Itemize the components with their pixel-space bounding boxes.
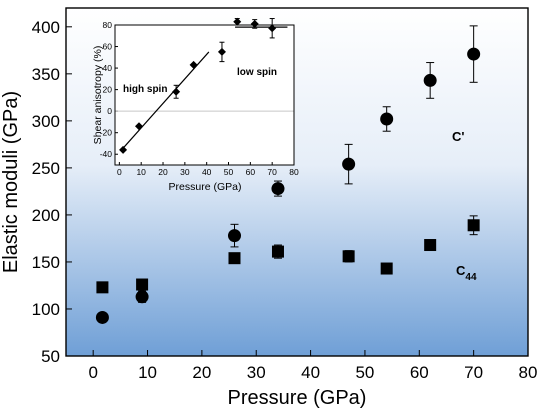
x-tick-label: 20: [192, 363, 211, 382]
point-c: [380, 112, 394, 126]
inset-x-tick-label: 50: [224, 167, 234, 177]
inset-x-axis-label: Pressure (GPa): [169, 181, 242, 193]
inset-y-tick-label: -40: [100, 149, 113, 159]
inset-y-tick-label: 0: [107, 106, 112, 116]
y-tick-label: 250: [32, 159, 60, 178]
inset-y-tick-label: 20: [103, 85, 113, 95]
x-tick-label: 0: [88, 363, 97, 382]
inset-point-series1: [233, 17, 242, 26]
x-tick-label: 60: [410, 363, 429, 382]
y-tick-label: 100: [32, 300, 60, 319]
y-tick-label: 300: [32, 112, 60, 131]
inset-x-tick-label: 60: [246, 167, 256, 177]
inset-y-tick-label: 40: [103, 63, 113, 73]
inset-x-tick-label: 20: [158, 167, 168, 177]
x-axis-label: Pressure (GPa): [228, 387, 367, 409]
point-c44: [467, 219, 480, 232]
inset-point-series1: [172, 87, 181, 96]
inset-frame: [114, 24, 295, 166]
inset-y-tick-label: -20: [100, 128, 113, 138]
inset-x-tick-label: 0: [117, 167, 122, 177]
annotation-c44-main: C: [456, 263, 466, 278]
point-c44: [228, 252, 241, 265]
point-c44: [136, 278, 149, 291]
x-tick-label: 80: [519, 363, 538, 382]
y-tick-label: 50: [41, 347, 60, 366]
y-tick-label: 400: [32, 18, 60, 37]
y-tick-label: 350: [32, 65, 60, 84]
inset-data-marks: [115, 17, 294, 154]
inset-point-series1: [268, 24, 277, 33]
y-axis-label: Elastic moduli (GPa): [0, 91, 22, 273]
x-tick-label: 10: [138, 363, 157, 382]
annotation-c-prime: C': [452, 129, 464, 144]
inset-y-tick-label: 60: [103, 42, 113, 52]
inset-annotation-low-spin: low spin: [237, 67, 277, 78]
y-tick-label: 200: [32, 206, 60, 225]
inset-x-tick-label: 40: [202, 167, 212, 177]
point-c: [342, 157, 356, 171]
inset-background: [115, 25, 294, 165]
point-c44: [424, 239, 437, 252]
point-c44: [96, 281, 109, 294]
x-tick-label: 70: [464, 363, 483, 382]
point-c44: [380, 262, 393, 275]
point-c: [423, 73, 437, 87]
point-c: [95, 310, 109, 324]
inset-fit-line-1: [121, 51, 210, 151]
inset-x-tick-label: 80: [289, 167, 299, 177]
annotation-c44: C44: [456, 263, 477, 283]
inset-annotation-high-spin: high spin: [123, 84, 167, 95]
x-tick-label: 30: [247, 363, 266, 382]
inset-x-tick-label: 70: [267, 167, 277, 177]
inset-y-axis-label: Shear anisotropy (%): [92, 46, 104, 145]
point-c: [271, 182, 285, 196]
inset-point-series1: [189, 60, 198, 69]
inset-y-tick-label: 80: [103, 20, 113, 30]
main-data-marks: [95, 25, 481, 324]
point-c44: [271, 245, 284, 258]
point-c: [227, 229, 241, 243]
inset-point-series1: [119, 145, 128, 154]
plot-frame: [65, 7, 529, 357]
inset-x-tick-label: 10: [136, 167, 146, 177]
x-tick-label: 50: [355, 363, 374, 382]
inset-point-series1: [250, 19, 259, 28]
point-c44: [342, 250, 355, 263]
point-c: [135, 290, 149, 304]
point-c: [467, 47, 481, 61]
inset-point-series1: [217, 47, 226, 56]
annotation-c44-subscript: 44: [465, 272, 477, 283]
y-tick-label: 150: [32, 253, 60, 272]
inset-point-series1: [135, 122, 144, 131]
inset-x-tick-label: 30: [180, 167, 190, 177]
x-tick-label: 40: [301, 363, 320, 382]
